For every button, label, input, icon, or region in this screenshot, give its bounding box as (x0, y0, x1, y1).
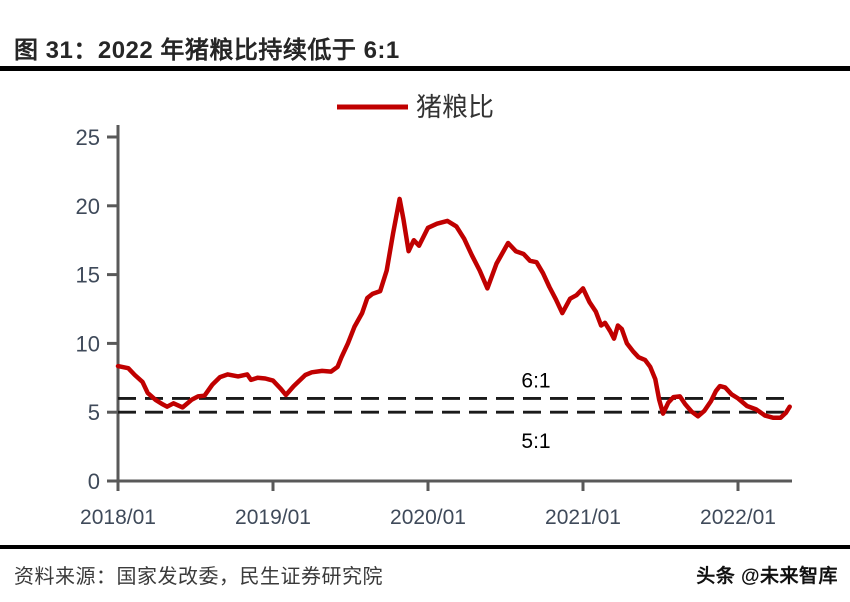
title-divider (0, 66, 850, 71)
y-tick-label: 0 (88, 469, 100, 494)
y-tick-label: 10 (76, 331, 100, 356)
x-axis-ticks: 2018/01 2019/01 2020/01 2021/01 2022/01 (80, 481, 776, 529)
guide-lines: 6:1 5:1 (118, 369, 792, 453)
guide-label-5-1: 5:1 (521, 430, 550, 453)
y-tick-label: 15 (76, 263, 100, 288)
x-tick-label: 2022/01 (700, 506, 776, 529)
y-tick-label: 25 (76, 125, 100, 150)
watermark: 头条 @未来智库 (696, 566, 838, 587)
x-tick-label: 2021/01 (545, 506, 621, 529)
chart-legend: 猪粮比 (337, 93, 494, 122)
legend-label: 猪粮比 (416, 93, 494, 122)
source-note: 资料来源：国家发改委，民生证券研究院 (14, 566, 383, 588)
guide-label-6-1: 6:1 (521, 369, 550, 392)
y-tick-label: 5 (88, 400, 100, 425)
footer-divider (0, 545, 850, 549)
x-tick-label: 2020/01 (390, 506, 466, 529)
x-tick-label: 2019/01 (235, 506, 311, 529)
y-tick-label: 20 (76, 194, 100, 219)
series-line-pig-grain-ratio (115, 196, 792, 420)
y-axis-ticks: 0 5 10 15 20 25 (76, 125, 118, 494)
figure-title: 图 31：2022 年猪粮比持续低于 6:1 (14, 37, 400, 64)
x-tick-label: 2018/01 (80, 506, 156, 529)
